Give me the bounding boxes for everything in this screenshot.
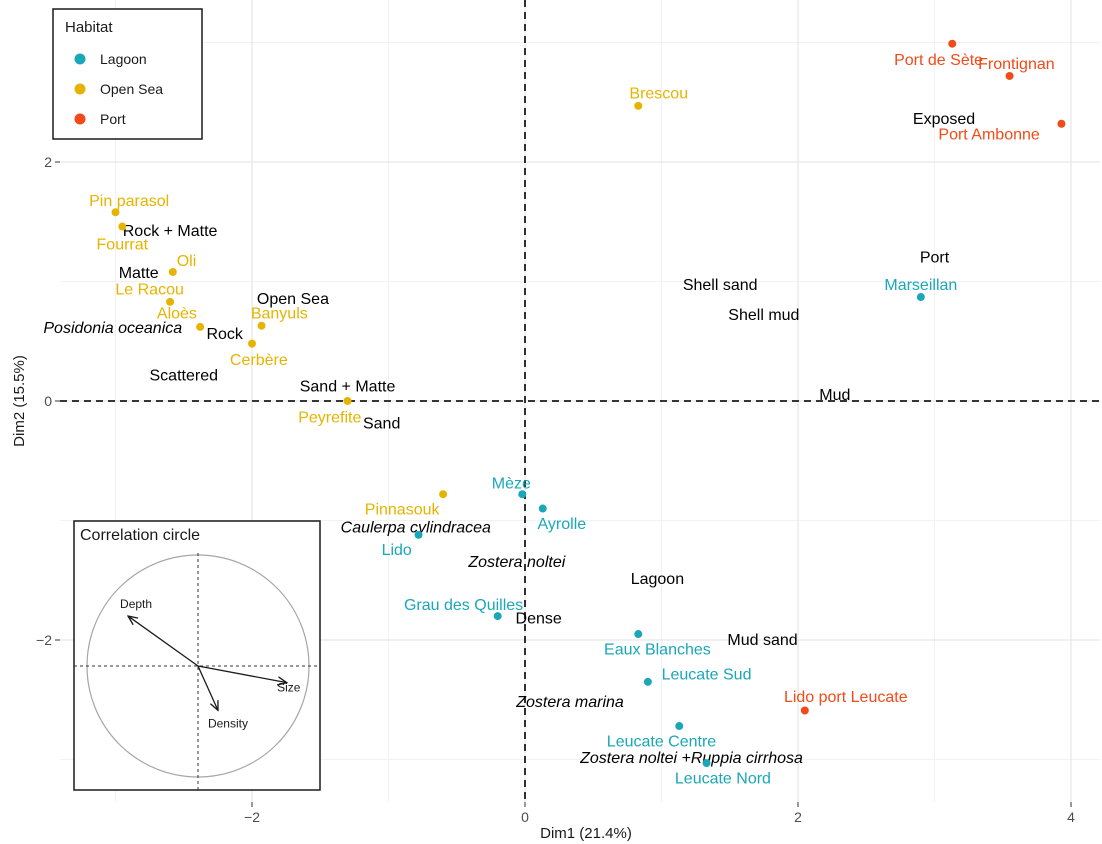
site-label: Aloès	[157, 306, 197, 323]
category-label: Matte	[119, 265, 159, 282]
category-label: Shell sand	[683, 277, 758, 294]
category-labels: Exposed Rock + Matte Matte Posidonia oceani…	[43, 111, 975, 767]
category-label: Rock	[206, 326, 243, 343]
site-label: Pinnasouk	[365, 502, 441, 519]
site-point[interactable]	[166, 297, 175, 306]
site-label: Leucate Sud	[662, 666, 752, 683]
site-point[interactable]	[248, 339, 256, 348]
x-tick-label: 2	[794, 809, 802, 825]
category-label: Lagoon	[631, 571, 684, 588]
site-point[interactable]	[493, 612, 502, 621]
category-label: Mud	[819, 387, 850, 404]
site-point[interactable]	[675, 722, 684, 731]
loading-label: Size	[277, 681, 301, 695]
site-point[interactable]	[518, 490, 527, 499]
site-point[interactable]	[634, 101, 643, 110]
site-label: Ayrolle	[538, 516, 587, 533]
category-label: Scattered	[150, 368, 218, 385]
category-label: Sand	[363, 416, 400, 433]
site-point[interactable]	[948, 39, 957, 48]
y-tick-label: −2	[36, 632, 52, 648]
legend-key	[74, 113, 86, 125]
axis-ticks: −2 0 2 4 −2 0 2	[36, 154, 1075, 825]
y-axis-title: Dim2 (15.5%)	[11, 355, 28, 447]
site-point[interactable]	[800, 706, 809, 715]
site-point[interactable]	[257, 321, 266, 330]
category-label: Zostera noltei	[467, 554, 565, 571]
site-point[interactable]	[414, 530, 423, 539]
site-label: Lido port Leucate	[784, 689, 908, 706]
category-label: Posidonia oceanica	[43, 320, 182, 337]
legend: Habitat Lagoon Open Sea Port	[52, 8, 203, 140]
site-point[interactable]	[916, 293, 925, 302]
site-point[interactable]	[439, 490, 448, 499]
legend-title: Habitat	[65, 19, 113, 36]
site-label: Port de Sète	[894, 52, 983, 69]
category-label: Shell mud	[728, 307, 799, 324]
site-label: Leucate Centre	[607, 733, 717, 750]
site-label: Brescou	[629, 86, 688, 103]
loading-arrow	[197, 665, 287, 683]
category-label: Zostera noltei +Ruppia cirrhosa	[579, 750, 803, 767]
site-label: Fourrat	[97, 236, 149, 253]
site-label: Lido	[382, 542, 412, 559]
site-point[interactable]	[1005, 71, 1014, 80]
x-tick-label: −2	[244, 809, 260, 825]
site-label: Grau des Quilles	[404, 597, 523, 614]
loading-arrow	[128, 616, 199, 667]
inset-title: Correlation circle	[80, 527, 200, 544]
category-label: Port	[920, 249, 950, 266]
x-axis-title: Dim1 (21.4%)	[540, 825, 632, 842]
site-point[interactable]	[196, 322, 205, 331]
reference-lines	[60, 0, 1100, 802]
site-label: Le Racou	[115, 282, 184, 299]
site-point[interactable]	[538, 504, 547, 513]
site-point[interactable]	[702, 759, 711, 768]
category-label: Mud sand	[727, 632, 797, 649]
legend-key	[74, 53, 86, 65]
legend-entry-label: Lagoon	[100, 51, 147, 67]
legend-entry-label: Open Sea	[100, 81, 163, 97]
y-tick-label: 0	[44, 393, 52, 409]
legend-entry-label: Port	[100, 111, 126, 127]
x-tick-label: 4	[1067, 809, 1075, 825]
legend-key	[74, 83, 86, 95]
site-label: Banyuls	[251, 306, 308, 323]
inset-box	[73, 520, 321, 791]
loading-label: Depth	[120, 597, 152, 611]
site-point[interactable]	[111, 208, 120, 217]
site-label: Leucate Nord	[675, 770, 771, 787]
site-point[interactable]	[643, 677, 652, 686]
category-label: Dense	[516, 610, 562, 627]
site-label: Cerbère	[230, 352, 288, 369]
x-tick-label: 0	[521, 809, 529, 825]
site-point[interactable]	[343, 397, 352, 405]
site-label: Port Ambonne	[938, 126, 1040, 143]
site-label: Mèze	[492, 475, 531, 492]
site-point[interactable]	[1057, 119, 1066, 128]
category-label: Zostera marina	[515, 694, 624, 711]
loading-arrow	[197, 665, 218, 710]
site-points: Pin parasol Fourrat Oli Le Racou Aloès Banyul…	[89, 39, 1066, 787]
site-label: Pin parasol	[89, 193, 169, 210]
y-tick-label: 2	[44, 154, 52, 170]
site-label: Peyrefite	[298, 410, 361, 427]
correlation-circle-inset: Correlation circle Depth Size Density	[73, 520, 321, 791]
site-label: Oli	[177, 253, 197, 270]
category-label: Sand + Matte	[300, 378, 396, 395]
category-label: Caulerpa cylindracea	[341, 519, 491, 536]
site-label: Frontignan	[978, 56, 1055, 73]
category-label: Open Sea	[257, 291, 329, 308]
site-label: Eaux Blanches	[604, 641, 711, 658]
category-label: Rock + Matte	[123, 223, 218, 240]
site-point[interactable]	[634, 630, 643, 639]
site-point[interactable]	[118, 222, 127, 231]
loading-label: Density	[208, 716, 248, 730]
site-label: Marseillan	[884, 277, 957, 294]
site-point[interactable]	[168, 267, 177, 276]
category-label: Exposed	[913, 111, 975, 128]
